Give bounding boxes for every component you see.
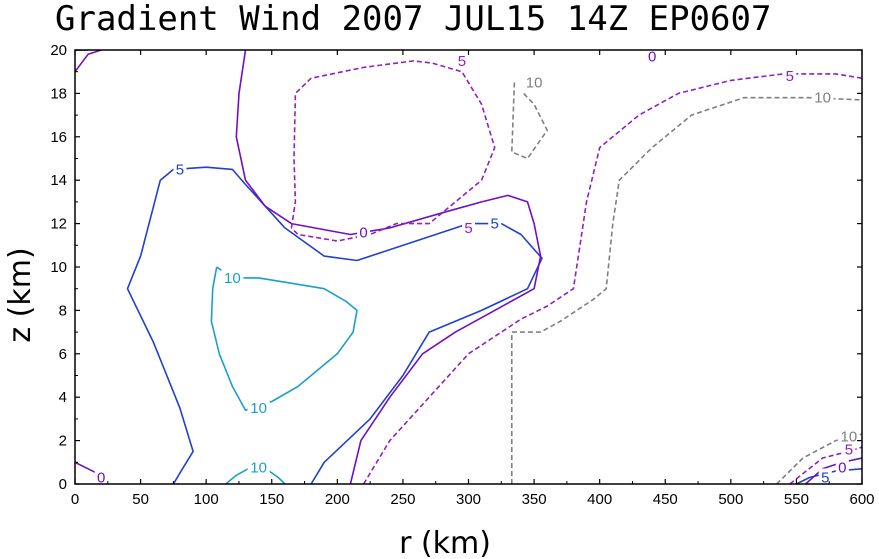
contour-line--5-1 — [362, 73, 862, 484]
x-tick-label-550: 550 — [784, 491, 809, 508]
x-tick-label-400: 400 — [587, 491, 612, 508]
contour-line-5-0 — [126, 166, 358, 484]
contour-label-5-0: 5 — [176, 161, 184, 178]
contour-label-bg-10-2 — [247, 458, 270, 475]
y-tick-label-2: 2 — [59, 433, 67, 450]
contour-label-bg-0-3 — [835, 458, 849, 475]
contour-label-bg--10-2 — [837, 427, 860, 444]
contour-label-10-0: 10 — [224, 270, 241, 287]
x-tick-label-500: 500 — [718, 491, 743, 508]
y-axis-label: z (km) — [3, 247, 38, 342]
contour-label-bg--5-2 — [783, 67, 797, 84]
y-tick-label-20: 20 — [50, 42, 67, 59]
contour-label-10-2: 10 — [250, 460, 267, 477]
contour-label-5-1: 5 — [491, 216, 499, 233]
contour-label-bg-0-0 — [357, 223, 371, 240]
contour-label--5-2: 5 — [786, 68, 794, 85]
x-tick-label-100: 100 — [194, 491, 219, 508]
contour-label--5-1: 5 — [464, 220, 472, 237]
contour-label-bg--5-1 — [462, 218, 475, 235]
y-tick-label-14: 14 — [50, 172, 67, 189]
y-tick-label-8: 8 — [59, 302, 67, 319]
contour-label-bg-0-1 — [94, 468, 108, 485]
contour-label-0-1: 0 — [97, 469, 105, 486]
contour-line-0-4 — [805, 457, 862, 484]
contour-label-0-2: 0 — [648, 49, 656, 66]
y-tick-label-10: 10 — [50, 259, 67, 276]
x-tick-label-450: 450 — [653, 491, 678, 508]
contour-label-bg-10-0 — [221, 268, 244, 285]
contour-label--10-0: 10 — [526, 75, 543, 92]
contour-label--10-1: 10 — [814, 90, 831, 107]
y-tick-label-12: 12 — [50, 216, 67, 233]
contour-label-bg-10-1 — [247, 399, 270, 416]
contour-line--10-2 — [776, 433, 862, 484]
x-tick-label-600: 600 — [849, 491, 874, 508]
contour-line--10-1 — [511, 82, 548, 160]
plot-frame — [74, 49, 863, 485]
contour-label-bg--10-1 — [811, 88, 834, 105]
contour-label-bg-5-1 — [488, 214, 502, 231]
contour-label-10-1: 10 — [250, 400, 267, 417]
y-tick-label-18: 18 — [50, 85, 67, 102]
x-axis-label: r (km) — [399, 526, 491, 559]
contour-label-5-2: 5 — [821, 469, 829, 486]
x-tick-label-250: 250 — [390, 491, 415, 508]
contour-label-bg--10-0 — [523, 73, 546, 90]
contour-line-0-1 — [75, 50, 102, 73]
contour-line-10-0 — [210, 266, 358, 411]
contour-line-0-0 — [235, 50, 542, 484]
contour-label--5-3: 5 — [845, 441, 853, 458]
contour-label-0-3: 0 — [838, 460, 846, 477]
y-tick-label-4: 4 — [59, 389, 67, 406]
y-tick-label-16: 16 — [50, 129, 67, 146]
contour-label-bg-0-2 — [645, 47, 659, 64]
x-tick-label-300: 300 — [456, 491, 481, 508]
contour-label--10-2: 10 — [841, 428, 858, 445]
x-tick-label-350: 350 — [522, 491, 547, 508]
x-tick-label-0: 0 — [71, 491, 79, 508]
x-tick-label-50: 50 — [132, 491, 149, 508]
contour-label-bg--5-3 — [842, 440, 856, 457]
x-tick-label-150: 150 — [259, 491, 284, 508]
contour-line--5-2 — [789, 446, 862, 484]
contour-line-5-1 — [310, 222, 543, 484]
contour-label-0-0: 0 — [359, 224, 367, 241]
contour-line--10-0 — [511, 96, 862, 484]
chart-title: Gradient Wind 2007 JUL15 14Z EP0607 — [55, 0, 771, 39]
y-tick-label-6: 6 — [59, 346, 67, 363]
contour-label-bg--5-0 — [455, 51, 469, 68]
contour-label-bg-5-0 — [173, 160, 187, 177]
contour-line--5-0 — [290, 60, 496, 242]
contour-label-bg-5-2 — [818, 468, 832, 485]
contour-label--5-0: 5 — [458, 53, 466, 70]
y-tick-label-0: 0 — [59, 476, 67, 493]
x-tick-label-200: 200 — [325, 491, 350, 508]
